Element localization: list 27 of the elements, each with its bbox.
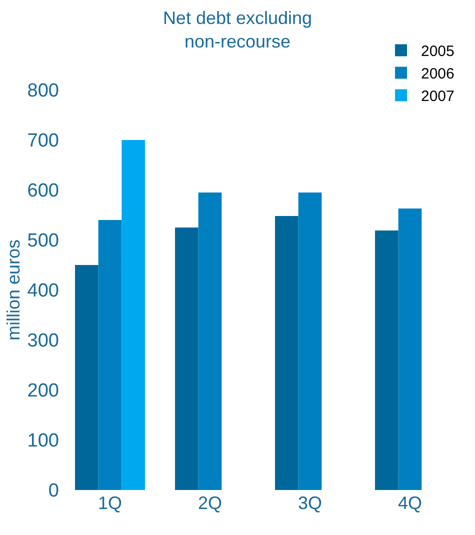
bar — [98, 220, 122, 490]
x-tick-label: 3Q — [298, 493, 322, 513]
y-tick-label: 400 — [27, 280, 59, 302]
y-tick-label: 500 — [27, 230, 59, 252]
bar — [298, 192, 322, 490]
y-tick-label: 800 — [27, 80, 59, 102]
y-tick-label: 600 — [27, 180, 59, 202]
x-tick-label: 2Q — [198, 493, 222, 513]
bar — [198, 192, 222, 490]
bar — [275, 216, 298, 490]
bar — [398, 208, 422, 490]
bar — [375, 230, 398, 490]
bar — [122, 140, 145, 490]
chart-title: Net debt excluding non-recourse — [162, 8, 312, 52]
legend-label: 2005 — [421, 43, 454, 60]
legend-label: 2006 — [421, 66, 454, 83]
y-tick-label: 200 — [27, 380, 59, 402]
bar — [75, 265, 98, 490]
x-tick-label: 4Q — [398, 493, 422, 513]
legend-label: 2007 — [421, 88, 454, 106]
y-axis-title: million euros — [3, 239, 24, 341]
y-tick-label: 100 — [27, 430, 59, 452]
y-tick-label: 700 — [27, 130, 59, 152]
x-tick-label: 1Q — [98, 493, 122, 513]
y-tick-label: 300 — [27, 330, 59, 352]
bar — [175, 228, 198, 490]
y-tick-label: 0 — [48, 480, 59, 502]
